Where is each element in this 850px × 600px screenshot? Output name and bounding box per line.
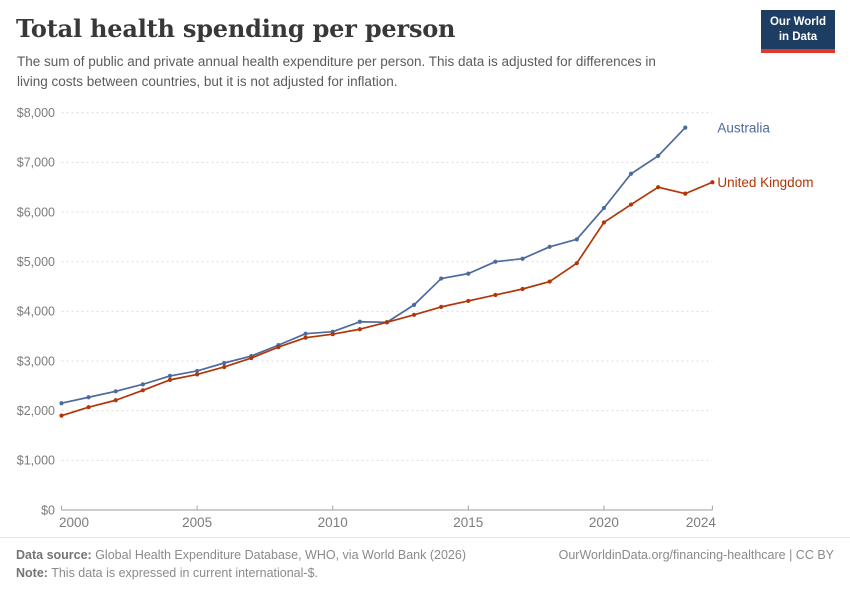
data-point-united-kingdom	[357, 327, 362, 332]
note-line: Note: This data is expressed in current …	[0, 562, 850, 580]
data-point-australia	[547, 244, 552, 249]
data-point-united-kingdom	[574, 261, 579, 266]
data-point-united-kingdom	[466, 298, 471, 304]
owid-logo: Our World in Data	[760, 10, 835, 53]
data-point-australia	[493, 259, 498, 264]
data-point-united-kingdom	[113, 398, 118, 403]
data-point-united-kingdom	[601, 220, 607, 225]
x-tick-label: 2010	[318, 515, 348, 530]
data-point-united-kingdom	[547, 279, 552, 284]
x-tick-label: 2020	[589, 515, 619, 530]
data-point-united-kingdom	[710, 180, 715, 185]
data-point-united-kingdom	[520, 286, 525, 292]
y-tick-label: $3,000	[17, 354, 55, 368]
data-point-australia	[520, 256, 525, 261]
data-point-australia	[628, 171, 634, 176]
data-point-united-kingdom	[683, 191, 688, 196]
data-point-australia	[411, 302, 417, 307]
data-point-australia	[439, 276, 444, 281]
chart-subtitle: The sum of public and private annual hea…	[17, 52, 656, 93]
data-point-united-kingdom	[439, 304, 444, 309]
data-point-australia	[683, 125, 688, 130]
data-point-united-kingdom	[276, 345, 281, 350]
chart-subtitle-line1: The sum of public and private annual hea…	[17, 54, 656, 69]
data-point-united-kingdom	[249, 355, 254, 361]
data-point-united-kingdom	[167, 377, 173, 382]
data-point-united-kingdom	[656, 185, 661, 190]
data-point-united-kingdom	[140, 388, 145, 393]
x-tick-label: 2015	[453, 515, 483, 530]
data-point-australia	[195, 368, 200, 374]
series-line-united-kingdom	[61, 181, 713, 417]
data-point-united-kingdom	[330, 332, 335, 337]
owid-logo-line2: in Data	[778, 30, 818, 43]
data-point-australia	[59, 401, 64, 406]
series-line-australia	[61, 127, 686, 405]
data-point-united-kingdom	[303, 335, 308, 340]
note-label: Note:	[16, 566, 48, 580]
data-point-australia	[601, 205, 607, 211]
data-point-australia	[574, 237, 579, 242]
y-tick-label: $8,000	[17, 106, 55, 120]
series-label-united-kingdom: United Kingdom	[717, 175, 813, 190]
line-chart-canvas: $0 $1,000 $2,000 $3,000 $4,000 $5,000 $6,000 $7…	[17, 106, 814, 530]
data-point-united-kingdom	[493, 292, 498, 298]
x-tick-label: 2024	[686, 515, 717, 530]
owid-logo-line1: Our World	[769, 16, 826, 28]
data-point-australia	[466, 271, 471, 276]
data-point-australia	[167, 373, 173, 379]
y-tick-label: $4,000	[17, 305, 55, 319]
y-tick-label: $2,000	[17, 404, 55, 418]
data-point-united-kingdom	[195, 372, 200, 377]
data-point-australia	[86, 395, 91, 400]
x-tick-label: 2000	[59, 515, 89, 530]
data-point-united-kingdom	[86, 405, 91, 410]
note-text: This data is expressed in current intern…	[47, 566, 319, 580]
data-point-united-kingdom	[411, 312, 417, 317]
data-point-united-kingdom	[222, 364, 227, 370]
series-label-australia: Australia	[717, 120, 770, 135]
attribution-url: OurWorldinData.org/financing-healthcare …	[558, 548, 834, 562]
data-point-australia	[113, 389, 118, 394]
chart-area: $0 $1,000 $2,000 $3,000 $4,000 $5,000 $6,000 $7…	[0, 95, 850, 540]
data-point-australia	[303, 331, 308, 336]
x-tick-label: 2005	[182, 515, 212, 530]
data-point-united-kingdom	[628, 202, 634, 207]
y-tick-label: $5,000	[17, 255, 55, 269]
y-tick-label: $6,000	[17, 205, 55, 219]
data-point-australia	[656, 153, 661, 159]
data-source-line: Data source: Global Health Expenditure D…	[16, 548, 466, 562]
y-tick-label: $0	[41, 503, 55, 517]
data-point-australia	[140, 382, 145, 387]
data-point-australia	[222, 360, 227, 366]
page-title: Total health spending per person	[16, 14, 456, 43]
data-source-text: Global Health Expenditure Database, WHO,…	[91, 548, 466, 562]
data-source-label: Data source:	[16, 548, 92, 562]
data-point-australia	[357, 319, 362, 324]
y-tick-label: $1,000	[17, 454, 55, 468]
data-point-united-kingdom	[384, 320, 390, 325]
y-tick-label: $7,000	[17, 156, 55, 170]
chart-subtitle-line2: living costs between countries, but it i…	[17, 74, 398, 90]
data-point-united-kingdom	[59, 413, 64, 418]
chart-footer: Data source: Global Health Expenditure D…	[0, 537, 850, 580]
